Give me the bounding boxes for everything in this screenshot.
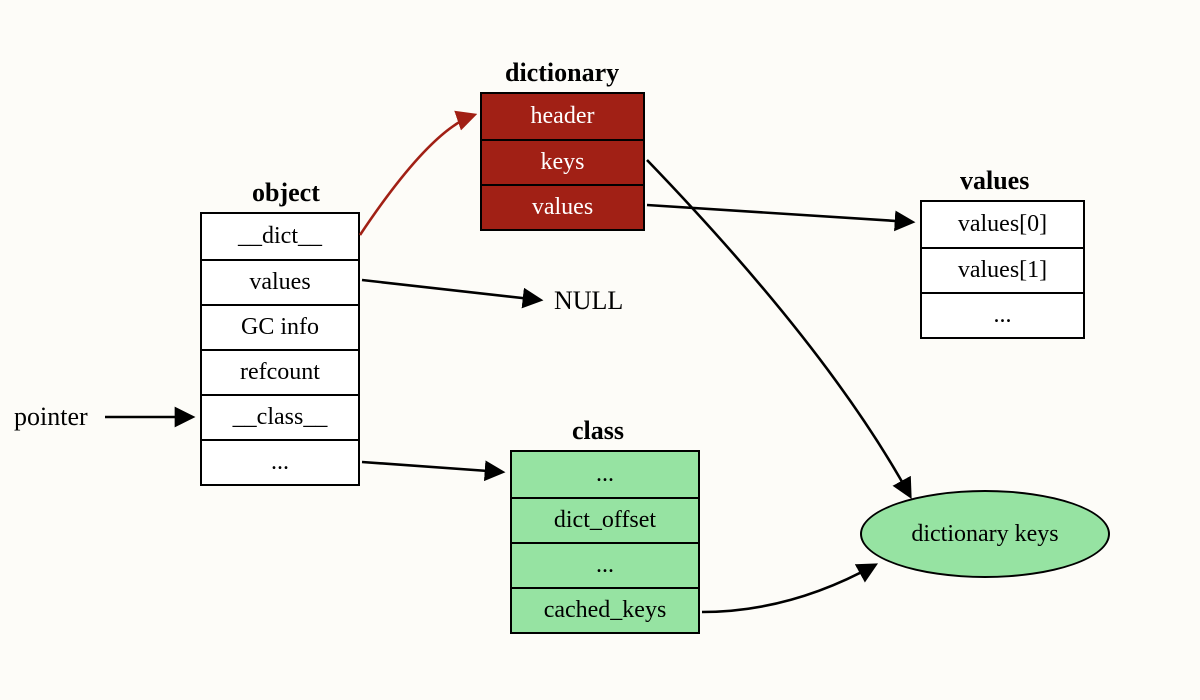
dictionary-cell-values: values bbox=[482, 184, 643, 229]
arrow-cachedkeys-to-ellipse bbox=[702, 565, 875, 612]
object-cell-dict: __dict__ bbox=[202, 214, 358, 259]
dictionary-title: dictionary bbox=[505, 58, 619, 88]
dictionary-cell-header: header bbox=[482, 94, 643, 139]
object-cell-class: __class__ bbox=[202, 394, 358, 439]
arrow-values-to-null bbox=[362, 280, 540, 300]
null-label: NULL bbox=[554, 286, 623, 316]
arrow-dict-to-dictionary bbox=[360, 115, 474, 235]
object-cell-gcinfo: GC info bbox=[202, 304, 358, 349]
dictionary-cell-keys: keys bbox=[482, 139, 643, 184]
diagram-stage: { "canvas": { "width": 1200, "height": 7… bbox=[0, 0, 1200, 700]
class-cell-0: ... bbox=[512, 452, 698, 497]
values-box: values[0] values[1] ... bbox=[920, 200, 1085, 339]
class-title: class bbox=[572, 416, 624, 446]
class-cell-2: ... bbox=[512, 542, 698, 587]
object-cell-more: ... bbox=[202, 439, 358, 484]
dictionary-keys-label: dictionary keys bbox=[911, 521, 1058, 548]
object-cell-refcount: refcount bbox=[202, 349, 358, 394]
class-cell-cachedkeys: cached_keys bbox=[512, 587, 698, 632]
values-cell-0: values[0] bbox=[922, 202, 1083, 247]
arrow-dictkeys-to-ellipse bbox=[647, 160, 910, 496]
arrow-class-to-classbox bbox=[362, 462, 502, 472]
class-cell-dictoffset: dict_offset bbox=[512, 497, 698, 542]
dictionary-keys-ellipse: dictionary keys bbox=[860, 490, 1110, 578]
values-cell-1: values[1] bbox=[922, 247, 1083, 292]
object-title: object bbox=[252, 178, 320, 208]
pointer-label: pointer bbox=[14, 402, 88, 432]
values-title: values bbox=[960, 166, 1029, 196]
object-box: __dict__ values GC info refcount __class… bbox=[200, 212, 360, 486]
object-cell-values: values bbox=[202, 259, 358, 304]
class-box: ... dict_offset ... cached_keys bbox=[510, 450, 700, 634]
values-cell-more: ... bbox=[922, 292, 1083, 337]
arrow-dictvalues-to-valuesbox bbox=[647, 205, 912, 222]
dictionary-box: header keys values bbox=[480, 92, 645, 231]
